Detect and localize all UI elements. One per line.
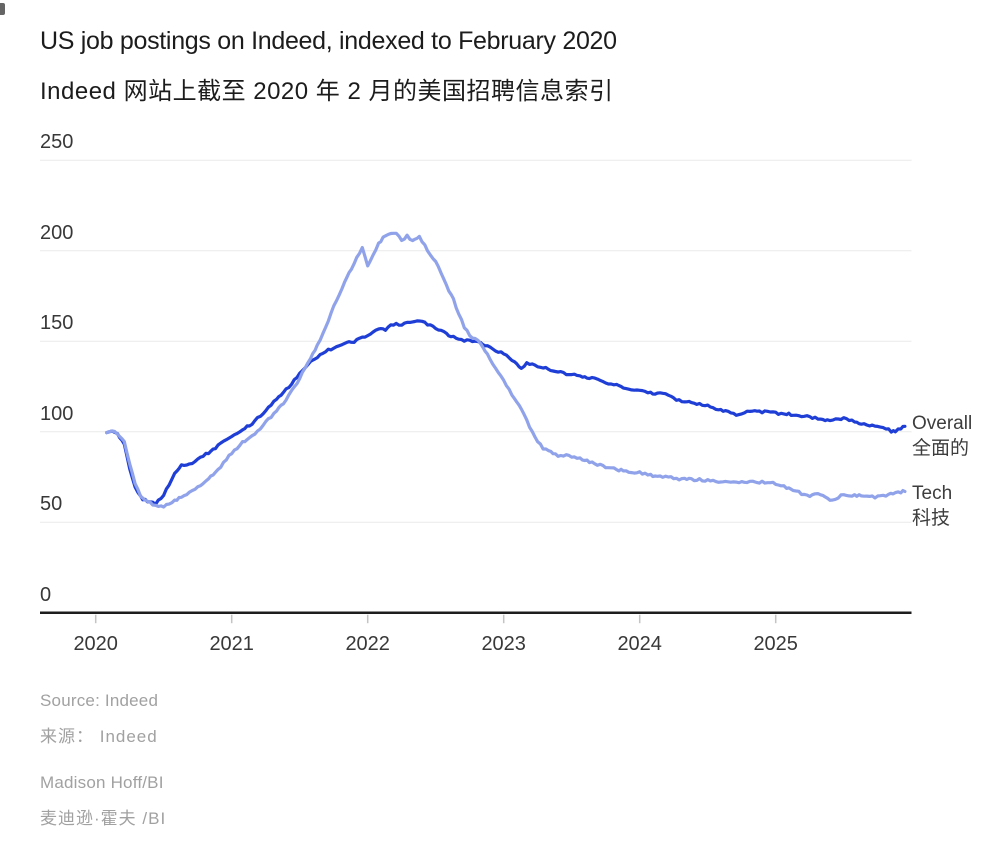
- y-tick-label-200: 200: [40, 221, 74, 244]
- chart-title: US job postings on Indeed, indexed to Fe…: [40, 27, 617, 55]
- y-tick-label-100: 100: [40, 402, 74, 425]
- y-tick-label-50: 50: [40, 493, 63, 516]
- line-chart: [40, 159, 912, 624]
- legend-overall-en: Overall: [912, 413, 973, 434]
- x-tick-label-2025: 2025: [753, 633, 798, 655]
- x-tick-label-2020: 2020: [73, 633, 118, 655]
- source-line-en: Source: Indeed: [40, 691, 159, 710]
- y-tick-label-250: 250: [40, 131, 74, 154]
- legend-tech-zh: 科技: [912, 508, 951, 529]
- y-tick-label-0: 0: [40, 583, 52, 606]
- corner-artifact: [0, 3, 5, 15]
- x-tick-label-2023: 2023: [481, 633, 526, 655]
- x-tick-label-2022: 2022: [345, 633, 390, 655]
- tech-line: [105, 231, 907, 509]
- source-line-zh: 来源： Indeed: [40, 727, 158, 746]
- byline-en: Madison Hoff/BI: [40, 773, 164, 792]
- legend-overall-zh: 全面的: [912, 438, 970, 459]
- byline-zh: 麦迪逊·霍夫 /BI: [40, 809, 167, 828]
- x-tick-label-2024: 2024: [617, 633, 662, 655]
- chart-subtitle-zh: Indeed 网站上截至 2020 年 2 月的美国招聘信息索引: [40, 78, 614, 105]
- overall-line: [105, 319, 907, 506]
- legend-tech-en: Tech: [912, 483, 953, 504]
- y-tick-label-150: 150: [40, 312, 74, 335]
- x-tick-label-2021: 2021: [209, 633, 254, 655]
